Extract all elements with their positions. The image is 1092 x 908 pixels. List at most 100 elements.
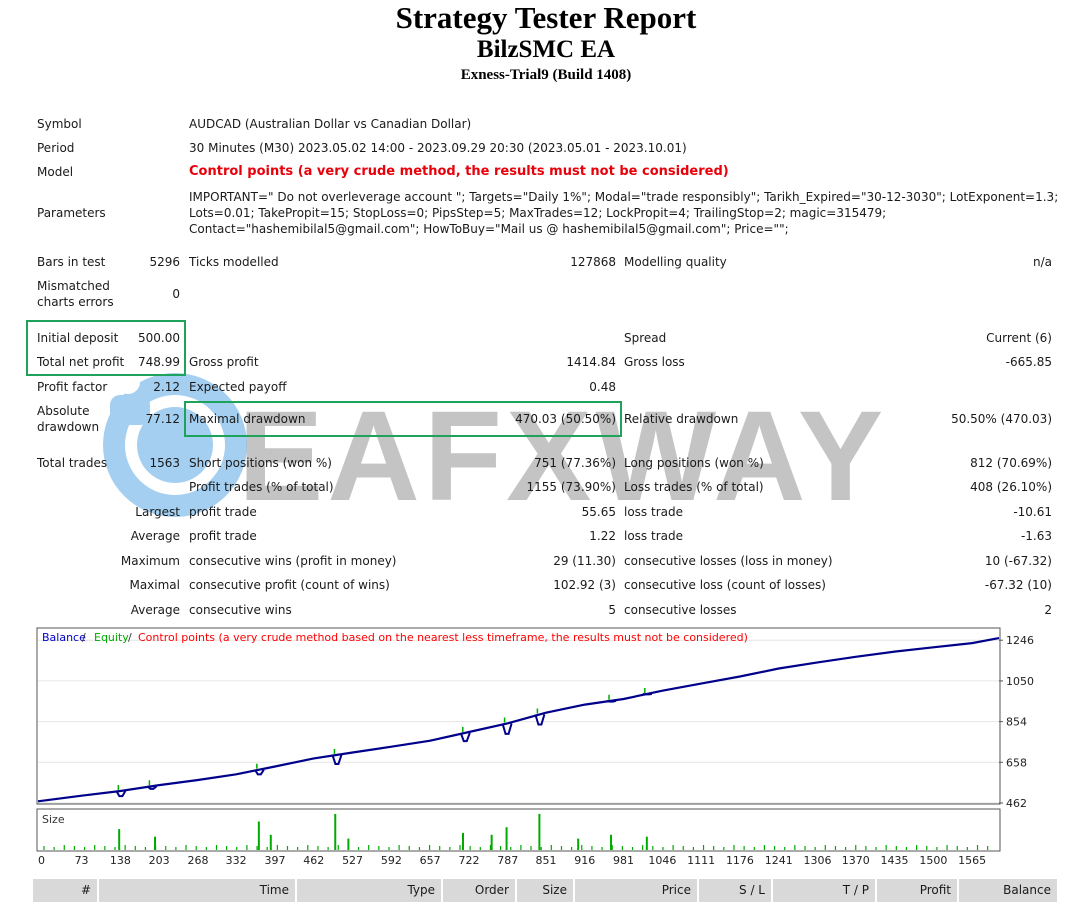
bars-value: 5296 [149,255,180,269]
gross-loss-label: Gross loss [624,355,685,369]
x-tick-label: 268 [187,854,208,867]
average-loss-label: loss trade [624,529,683,543]
x-tick-label: 592 [381,854,402,867]
loss-trades-label: Loss trades (% of total) [624,480,764,494]
profit-trades-value: 1155 (73.90%) [526,480,616,494]
balance-chart-y-axis: 1246 1050 854 658 462 [999,634,1034,809]
x-tick-label: 1500 [919,854,947,867]
max-cons-wins-label: consecutive wins (profit in money) [189,554,397,568]
x-tick-label: 1370 [842,854,870,867]
y-tick-label: 854 [1006,716,1027,729]
period-label: Period [37,141,75,155]
mismatch-value: 0 [172,287,180,301]
x-tick-label: 1565 [958,854,986,867]
column-header: Type [297,879,443,902]
model-value: Control points (a very crude method, the… [189,164,729,179]
ticks-label: Ticks modelled [189,255,279,269]
size-chart-x-axis: 0 73 138 203 268 332 397 462 527 592 657 722 787 851 9… [38,854,986,867]
parameters-line-1: IMPORTANT=" Do not overleverage account … [189,190,1059,204]
server-build: Exness-Trial9 (Build 1408) [460,67,632,83]
x-tick-label: 787 [497,854,518,867]
x-tick-label: 1435 [881,854,909,867]
average2-label: Average [130,603,180,617]
largest-loss-label: loss trade [624,505,683,519]
x-tick-label: 1046 [648,854,676,867]
profit-trades-label: Profit trades (% of total) [189,480,334,494]
x-tick-label: 203 [149,854,170,867]
x-tick-label: 851 [535,854,556,867]
short-value: 751 (77.36%) [534,456,616,470]
symbol-label: Symbol [37,117,82,131]
net-profit-label: Total net profit [37,355,125,369]
gross-loss-value: -665.85 [1005,355,1052,369]
average-profit-value: 1.22 [589,529,616,543]
x-tick-label: 0 [38,854,45,867]
x-tick-label: 1241 [765,854,793,867]
equity-dip [331,754,343,765]
abs-dd-label-1: Absolute [37,404,90,418]
largest-loss-value: -10.61 [1013,505,1052,519]
deposit-highlight-box [26,320,186,376]
model-label: Model [37,165,74,179]
x-tick-label: 657 [420,854,441,867]
mismatch-label-2: charts errors [37,295,114,309]
maximal-profit-value: 102.92 (3) [553,578,616,592]
maximal-label: Maximal [129,578,180,592]
profit-factor-label: Profit factor [37,380,108,394]
column-header: Time [99,879,297,902]
avg-cons-wins-label: consecutive wins [189,603,292,617]
initial-deposit-label: Initial deposit [37,331,119,345]
column-header: Balance [959,879,1059,902]
legend-control: Control points (a very crude method base… [138,631,748,644]
column-header: S / L [699,879,773,902]
maximal-loss-label: consecutive loss (count of losses) [624,578,826,592]
x-tick-label: 462 [303,854,324,867]
x-tick-label: 722 [458,854,479,867]
equity-dip [115,790,127,798]
expected-payoff-value: 0.48 [589,380,616,394]
ticks-value: 127868 [570,255,616,269]
rel-dd-value: 50.50% (470.03) [951,412,1052,426]
x-tick-label: 73 [75,854,89,867]
parameters-line-3: Contact="hashemibilal5@gmail.com"; HowTo… [189,222,789,236]
column-header: T / P [773,879,877,902]
max-dd-value: 470.03 (50.50%) [515,412,616,426]
parameters-line-2: Lots=0.01; TakePropit=15; StopLoss=0; Pi… [189,206,887,220]
avg-cons-losses-label: consecutive losses [624,603,737,617]
x-tick-label: 981 [613,854,634,867]
x-tick-label: 1176 [726,854,754,867]
legend-sep-2: / [128,631,132,644]
parameters-label: Parameters [37,206,106,220]
legend-sep-1: / [82,631,86,644]
initial-deposit-value: 500.00 [138,331,180,345]
column-header: Price [575,879,699,902]
equity-dip [254,769,265,776]
legend-balance: Balance [42,631,86,644]
avg-cons-losses-value: 2 [1044,603,1052,617]
loss-trades-value: 408 (26.10%) [970,480,1052,494]
avg-cons-wins-value: 5 [608,603,616,617]
max-dd-label: Maximal drawdown [189,412,306,426]
x-tick-label: 527 [342,854,363,867]
max-cons-losses-label: consecutive losses (loss in money) [624,554,833,568]
net-profit-value: 748.99 [138,355,180,369]
balance-chart: 1246 1050 854 658 462 Balance / Equity / Con… [36,627,1034,809]
average-profit-label: profit trade [189,529,257,543]
equity-dip [606,699,617,703]
spread-value: Current (6) [986,331,1052,345]
long-value: 812 (70.69%) [970,456,1052,470]
x-tick-label: 1306 [804,854,832,867]
y-tick-label: 462 [1006,797,1027,809]
gross-profit-value: 1414.84 [566,355,616,369]
size-chart-bars [43,813,989,850]
x-tick-label: 1111 [687,854,715,867]
largest-label: Largest [135,505,180,519]
quality-value: n/a [1032,255,1052,269]
spread-label: Spread [624,331,667,345]
ea-name: BilzSMC EA [476,36,616,63]
balance-series-line [37,637,1000,803]
balance-chart-frame [36,627,1001,805]
maximal-loss-value: -67.32 (10) [984,578,1052,592]
equity-dip [146,785,158,790]
